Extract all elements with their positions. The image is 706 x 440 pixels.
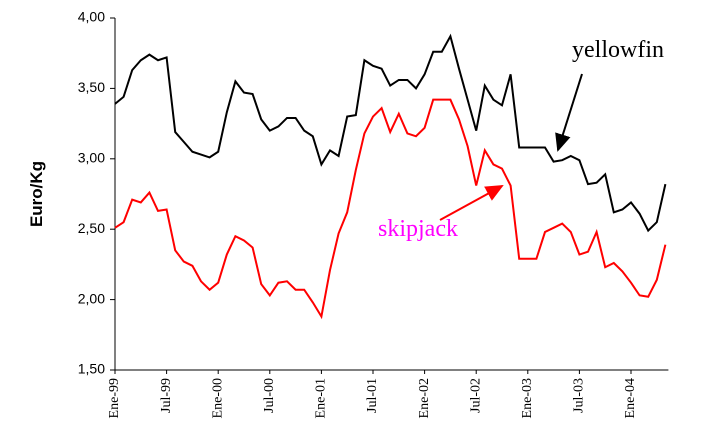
y-tick-label: 3,50 xyxy=(78,79,105,95)
y-tick-label: 1,50 xyxy=(78,361,105,377)
legend-label: skipjack xyxy=(378,216,458,242)
y-tick-label: 4,00 xyxy=(78,9,105,25)
y-tick-label: 2,50 xyxy=(78,220,105,236)
x-tick-label: Ene-02 xyxy=(417,378,432,418)
x-tick-label: Jul-02 xyxy=(468,378,483,413)
x-tick-label: Jul-99 xyxy=(159,378,174,413)
y-axis-label: Euro/Kg xyxy=(27,161,46,227)
x-tick-label: Jul-01 xyxy=(365,378,380,413)
legend-label: yellowfin xyxy=(572,37,664,63)
x-tick-label: Ene-04 xyxy=(623,378,638,418)
x-tick-label: Ene-01 xyxy=(314,378,329,418)
y-tick-label: 2,00 xyxy=(78,290,105,306)
y-tick-label: 3,00 xyxy=(78,150,105,166)
x-tick-label: Ene-03 xyxy=(520,378,535,418)
x-tick-label: Ene-00 xyxy=(210,378,225,418)
annotation-arrow xyxy=(439,185,504,221)
x-tick-label: Jul-03 xyxy=(572,378,587,413)
annotation-arrow xyxy=(555,73,583,152)
x-tick-label: Ene-99 xyxy=(107,378,122,418)
x-tick-label: Jul-00 xyxy=(262,378,277,413)
series-line xyxy=(114,33,667,233)
series-line xyxy=(114,98,667,320)
